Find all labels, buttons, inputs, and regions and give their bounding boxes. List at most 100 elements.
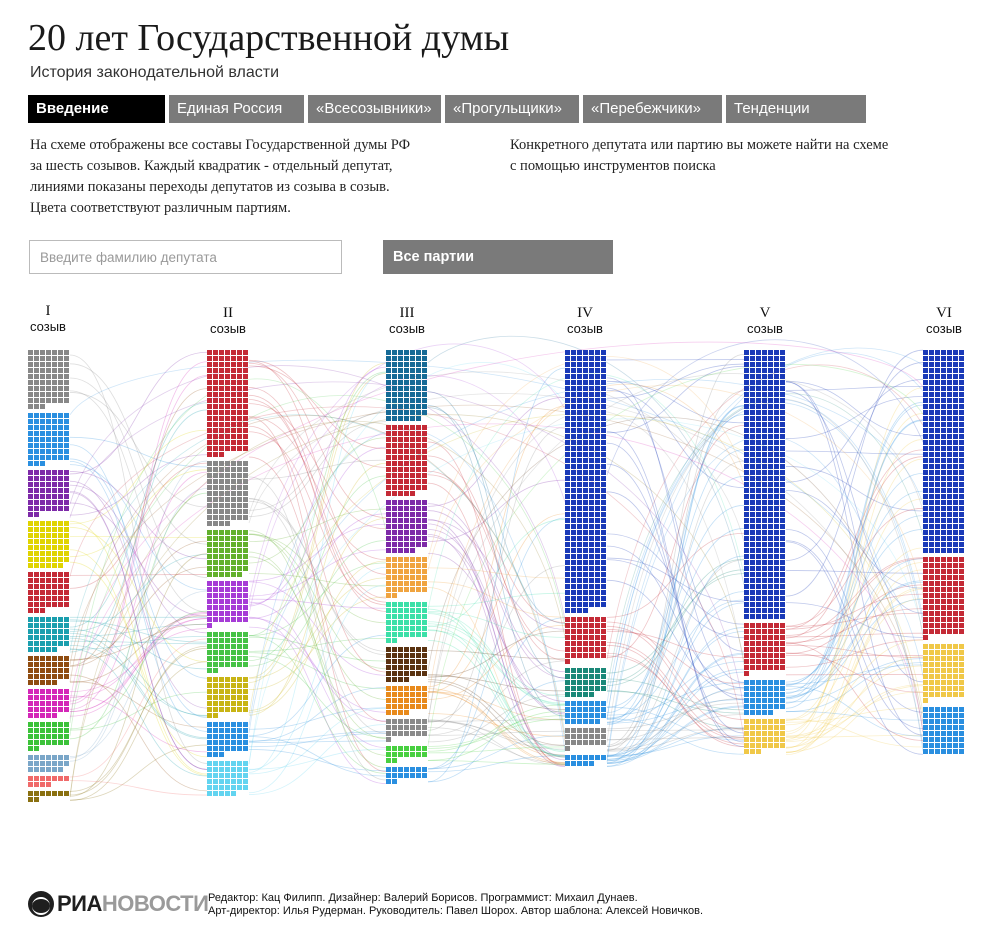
deputy-square[interactable] — [64, 722, 69, 727]
deputy-square[interactable] — [52, 545, 57, 550]
deputy-square[interactable] — [774, 731, 779, 736]
deputy-square[interactable] — [225, 446, 230, 451]
deputy-square[interactable] — [52, 413, 57, 418]
deputy-square[interactable] — [565, 560, 570, 565]
deputy-square[interactable] — [58, 635, 63, 640]
deputy-square[interactable] — [935, 422, 940, 427]
deputy-square[interactable] — [780, 482, 785, 487]
deputy-square[interactable] — [583, 398, 588, 403]
deputy-square[interactable] — [947, 422, 952, 427]
deputy-square[interactable] — [762, 512, 767, 517]
deputy-square[interactable] — [58, 545, 63, 550]
deputy-square[interactable] — [577, 476, 582, 481]
deputy-square[interactable] — [923, 362, 928, 367]
deputy-square[interactable] — [595, 578, 600, 583]
deputy-square[interactable] — [756, 635, 761, 640]
deputy-square[interactable] — [756, 566, 761, 571]
deputy-square[interactable] — [213, 440, 218, 445]
deputy-square[interactable] — [935, 452, 940, 457]
deputy-square[interactable] — [46, 701, 51, 706]
deputy-square[interactable] — [58, 392, 63, 397]
deputy-square[interactable] — [28, 746, 33, 751]
deputy-square[interactable] — [237, 587, 242, 592]
deputy-square[interactable] — [40, 707, 45, 712]
deputy-square[interactable] — [762, 572, 767, 577]
deputy-square[interactable] — [58, 374, 63, 379]
deputy-square[interactable] — [64, 506, 69, 511]
deputy-square[interactable] — [237, 440, 242, 445]
deputy-square[interactable] — [744, 380, 749, 385]
deputy-square[interactable] — [416, 746, 421, 751]
deputy-square[interactable] — [58, 431, 63, 436]
deputy-square[interactable] — [386, 392, 391, 397]
deputy-square[interactable] — [947, 557, 952, 562]
deputy-square[interactable] — [744, 602, 749, 607]
deputy-square[interactable] — [929, 563, 934, 568]
deputy-square[interactable] — [923, 650, 928, 655]
deputy-square[interactable] — [219, 701, 224, 706]
deputy-square[interactable] — [929, 725, 934, 730]
deputy-square[interactable] — [929, 668, 934, 673]
deputy-square[interactable] — [935, 662, 940, 667]
deputy-square[interactable] — [923, 731, 928, 736]
deputy-square[interactable] — [762, 590, 767, 595]
deputy-square[interactable] — [40, 350, 45, 355]
deputy-square[interactable] — [52, 761, 57, 766]
deputy-square[interactable] — [589, 530, 594, 535]
deputy-square[interactable] — [929, 458, 934, 463]
deputy-square[interactable] — [416, 752, 421, 757]
deputy-square[interactable] — [46, 437, 51, 442]
deputy-square[interactable] — [744, 749, 749, 754]
deputy-square[interactable] — [780, 470, 785, 475]
deputy-square[interactable] — [947, 605, 952, 610]
deputy-square[interactable] — [941, 464, 946, 469]
deputy-square[interactable] — [762, 602, 767, 607]
deputy-square[interactable] — [231, 410, 236, 415]
deputy-square[interactable] — [935, 581, 940, 586]
deputy-square[interactable] — [583, 674, 588, 679]
deputy-square[interactable] — [225, 515, 230, 520]
deputy-square[interactable] — [601, 578, 606, 583]
deputy-square[interactable] — [941, 356, 946, 361]
deputy-square[interactable] — [565, 713, 570, 718]
deputy-square[interactable] — [583, 668, 588, 673]
deputy-square[interactable] — [28, 590, 33, 595]
deputy-square[interactable] — [941, 410, 946, 415]
deputy-square[interactable] — [52, 362, 57, 367]
deputy-square[interactable] — [213, 638, 218, 643]
deputy-square[interactable] — [28, 425, 33, 430]
deputy-square[interactable] — [953, 749, 958, 754]
deputy-square[interactable] — [601, 602, 606, 607]
deputy-square[interactable] — [750, 380, 755, 385]
deputy-square[interactable] — [935, 404, 940, 409]
deputy-square[interactable] — [589, 506, 594, 511]
deputy-square[interactable] — [571, 623, 576, 628]
deputy-square[interactable] — [40, 608, 45, 613]
deputy-square[interactable] — [923, 593, 928, 598]
deputy-square[interactable] — [410, 473, 415, 478]
deputy-square[interactable] — [571, 458, 576, 463]
deputy-square[interactable] — [744, 710, 749, 715]
deputy-square[interactable] — [923, 368, 928, 373]
deputy-square[interactable] — [756, 434, 761, 439]
deputy-square[interactable] — [28, 527, 33, 532]
deputy-square[interactable] — [386, 425, 391, 430]
deputy-square[interactable] — [929, 593, 934, 598]
deputy-square[interactable] — [46, 356, 51, 361]
deputy-square[interactable] — [750, 506, 755, 511]
deputy-square[interactable] — [46, 380, 51, 385]
deputy-square[interactable] — [923, 542, 928, 547]
deputy-square[interactable] — [243, 473, 248, 478]
deputy-square[interactable] — [392, 449, 397, 454]
deputy-square[interactable] — [416, 704, 421, 709]
deputy-square[interactable] — [953, 350, 958, 355]
deputy-square[interactable] — [46, 563, 51, 568]
deputy-square[interactable] — [941, 380, 946, 385]
deputy-square[interactable] — [404, 653, 409, 658]
deputy-square[interactable] — [219, 572, 224, 577]
deputy-square[interactable] — [410, 692, 415, 697]
deputy-square[interactable] — [213, 404, 218, 409]
deputy-square[interactable] — [46, 539, 51, 544]
deputy-square[interactable] — [28, 782, 33, 787]
deputy-square[interactable] — [225, 722, 230, 727]
